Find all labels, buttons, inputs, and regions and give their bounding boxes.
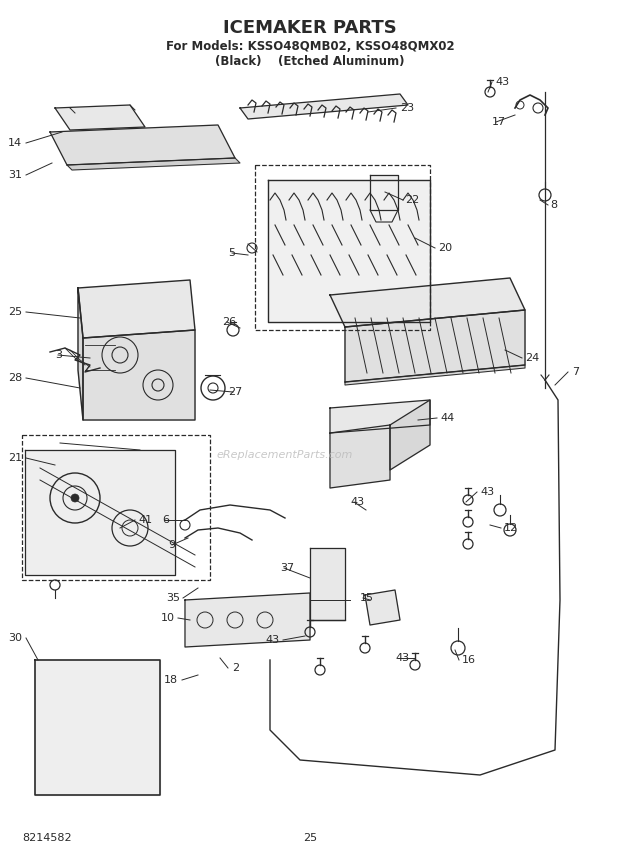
Polygon shape <box>390 400 430 470</box>
Polygon shape <box>370 175 398 210</box>
Polygon shape <box>345 365 525 385</box>
Polygon shape <box>240 94 408 119</box>
Text: 25: 25 <box>8 307 22 317</box>
Text: 8214582: 8214582 <box>22 833 72 843</box>
Text: 43: 43 <box>480 487 494 497</box>
Text: 43: 43 <box>395 653 409 663</box>
Text: 18: 18 <box>164 675 178 685</box>
Text: 24: 24 <box>525 353 539 363</box>
Text: 43: 43 <box>350 497 364 507</box>
Text: 12: 12 <box>504 523 518 533</box>
Text: 22: 22 <box>405 195 419 205</box>
Text: 43: 43 <box>495 77 509 87</box>
Text: 9: 9 <box>168 540 175 550</box>
Text: 6: 6 <box>162 515 169 525</box>
Polygon shape <box>185 593 310 647</box>
Text: (Black)    (Etched Aluminum): (Black) (Etched Aluminum) <box>215 55 405 68</box>
Polygon shape <box>35 660 160 795</box>
Polygon shape <box>310 548 345 620</box>
Polygon shape <box>50 125 235 165</box>
Text: 17: 17 <box>492 117 506 127</box>
Text: 10: 10 <box>161 613 175 623</box>
Polygon shape <box>25 450 175 575</box>
Polygon shape <box>330 400 430 433</box>
Text: 7: 7 <box>572 367 579 377</box>
Polygon shape <box>268 180 430 322</box>
Polygon shape <box>55 105 145 130</box>
Text: For Models: KSSO48QMB02, KSSO48QMX02: For Models: KSSO48QMB02, KSSO48QMX02 <box>166 39 454 52</box>
Polygon shape <box>67 158 240 170</box>
Text: 20: 20 <box>438 243 452 253</box>
Text: 3: 3 <box>55 350 62 360</box>
Polygon shape <box>78 288 83 420</box>
Text: 37: 37 <box>280 563 294 573</box>
Circle shape <box>71 494 79 502</box>
Text: 30: 30 <box>8 633 22 643</box>
Text: ICEMAKER PARTS: ICEMAKER PARTS <box>223 19 397 37</box>
Text: 14: 14 <box>8 138 22 148</box>
Text: 15: 15 <box>360 593 374 603</box>
Text: eReplacementParts.com: eReplacementParts.com <box>217 450 353 460</box>
Polygon shape <box>78 280 195 338</box>
Polygon shape <box>83 330 195 420</box>
Text: 21: 21 <box>8 453 22 463</box>
Text: 25: 25 <box>303 833 317 843</box>
Text: 28: 28 <box>7 373 22 383</box>
Polygon shape <box>330 425 390 488</box>
Text: 8: 8 <box>550 200 557 210</box>
Text: 23: 23 <box>400 103 414 113</box>
Text: 27: 27 <box>228 387 242 397</box>
Text: 44: 44 <box>440 413 454 423</box>
Text: 26: 26 <box>222 317 236 327</box>
Text: 41: 41 <box>138 515 152 525</box>
Text: 35: 35 <box>166 593 180 603</box>
Text: 31: 31 <box>8 170 22 180</box>
Text: 16: 16 <box>462 655 476 665</box>
Text: 2: 2 <box>232 663 239 673</box>
Polygon shape <box>365 590 400 625</box>
Text: 5: 5 <box>228 248 235 258</box>
Text: 43: 43 <box>266 635 280 645</box>
Polygon shape <box>345 310 525 382</box>
Polygon shape <box>330 278 525 327</box>
